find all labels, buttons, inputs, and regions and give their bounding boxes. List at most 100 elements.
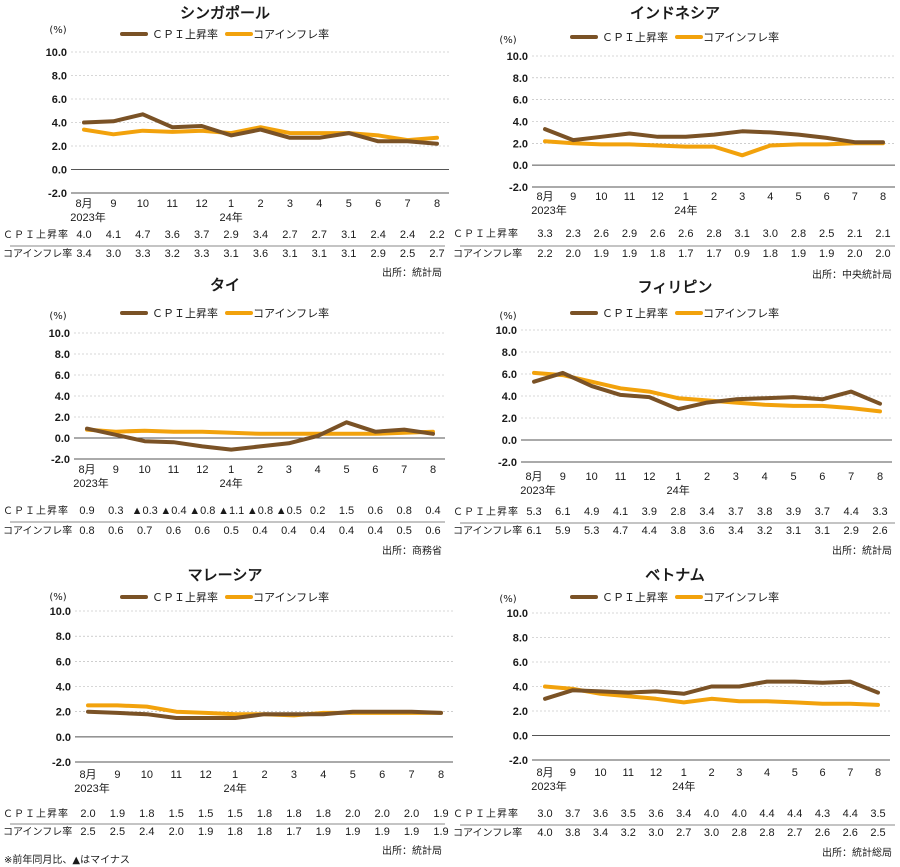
table-cell-cpi: 3.1 bbox=[341, 229, 356, 241]
x-tick-label: 6 bbox=[819, 471, 825, 483]
table-cell-core: 3.1 bbox=[341, 248, 356, 260]
x-year-label: 2023年 bbox=[73, 476, 108, 490]
y-tick-label: 0.0 bbox=[52, 165, 67, 177]
series-line-cpi bbox=[543, 679, 880, 701]
x-tick-label: 2 bbox=[711, 191, 717, 203]
table-cell-cpi: 3.5 bbox=[870, 808, 885, 820]
table-cell-cpi: 3.7 bbox=[728, 506, 743, 518]
table-cell-cpi: 2.8 bbox=[791, 228, 806, 240]
table-cell-core: 3.0 bbox=[106, 248, 121, 260]
x-tick-label: 5 bbox=[792, 767, 798, 779]
x-tick-label: 10 bbox=[137, 198, 149, 210]
table-cell-core: 0.5 bbox=[224, 525, 239, 537]
table-cell-core: 0.4 bbox=[281, 525, 296, 537]
table-row-label-core: コアインフレ率 bbox=[3, 524, 72, 537]
x-tick-label: 12 bbox=[643, 471, 655, 483]
y-tick-label: 8.0 bbox=[55, 349, 70, 361]
x-tick-label: 3 bbox=[739, 191, 745, 203]
table-cell-cpi: 0.4 bbox=[425, 505, 440, 517]
table-cell-cpi: 2.9 bbox=[622, 228, 637, 240]
table-cell-core: 6.1 bbox=[526, 525, 541, 537]
table-cell-cpi: 4.4 bbox=[787, 808, 802, 820]
chart-svg: マレーシア(%) ＣＰＩ上昇率 コアインフレ率10.08.06.04.02.00.0… bbox=[3, 566, 453, 857]
x-tick-label: 4 bbox=[767, 191, 773, 203]
chart-panel: マレーシア (%) ＣＰＩ上昇率 コアインフレ率 10.0 8.0 6.0 4.0 2.0 0.0… bbox=[0, 560, 453, 860]
table-cell-cpi: 4.0 bbox=[704, 808, 719, 820]
x-tick-label: 1 bbox=[228, 198, 234, 210]
table-cell-core: 1.8 bbox=[227, 826, 242, 838]
table-cell-core: 1.7 bbox=[706, 248, 721, 260]
x-tick-label: 12 bbox=[200, 769, 212, 781]
chart-svg: ベトナム(%) ＣＰＩ上昇率 コアインフレ率10.08.06.04.02.00.0-… bbox=[453, 566, 895, 859]
table-cell-cpi: 3.0 bbox=[763, 228, 778, 240]
x-tick-label: 2 bbox=[261, 769, 267, 781]
x-tick-label: 6 bbox=[379, 769, 385, 781]
table-cell-cpi: 2.1 bbox=[847, 228, 862, 240]
x-tick-label: 8月 bbox=[78, 464, 95, 476]
y-tick-label: 2.0 bbox=[56, 707, 71, 719]
table-cell-cpi: 1.5 bbox=[169, 808, 184, 820]
table-cell-core: 4.7 bbox=[613, 525, 628, 537]
table-cell-core: 2.0 bbox=[847, 248, 862, 260]
table-cell-core: 0.5 bbox=[397, 525, 412, 537]
y-tick-label: 2.0 bbox=[513, 138, 528, 150]
legend-label-core: コアインフレ率 bbox=[253, 590, 329, 604]
table-cell-core: 1.7 bbox=[286, 826, 301, 838]
table-cell-core: 3.1 bbox=[815, 525, 830, 537]
table-cell-cpi: 3.3 bbox=[537, 228, 552, 240]
source-note: 出所：統計総局 bbox=[822, 846, 892, 859]
table-cell-core: 2.2 bbox=[537, 248, 552, 260]
x-year-label: 24年 bbox=[220, 476, 243, 490]
x-year-label: 2023年 bbox=[520, 483, 555, 497]
table-cell-cpi: 2.8 bbox=[706, 228, 721, 240]
x-tick-label: 8月 bbox=[536, 191, 553, 203]
table-cell-cpi: 4.3 bbox=[815, 808, 830, 820]
table-cell-cpi: 0.6 bbox=[368, 505, 383, 517]
table-cell-core: 1.8 bbox=[763, 248, 778, 260]
x-tick-label: 8 bbox=[875, 767, 881, 779]
table-cell-cpi: 2.4 bbox=[371, 229, 386, 241]
table-cell-core: 1.8 bbox=[257, 826, 272, 838]
table-row-label-cpi: ＣＰＩ上昇率 bbox=[3, 228, 69, 241]
table-cell-core: 0.6 bbox=[166, 525, 181, 537]
table-cell-cpi: 1.5 bbox=[339, 505, 354, 517]
x-tick-label: 9 bbox=[570, 191, 576, 203]
y-tick-label: 6.0 bbox=[513, 95, 528, 107]
table-cell-cpi: 3.7 bbox=[194, 229, 209, 241]
x-year-label: 24年 bbox=[674, 203, 697, 217]
legend-label-cpi: ＣＰＩ上昇率 bbox=[602, 590, 668, 604]
series-line-core bbox=[532, 370, 882, 414]
table-cell-core: 3.4 bbox=[728, 525, 743, 537]
x-tick-label: 8月 bbox=[75, 198, 92, 210]
y-tick-label: 10.0 bbox=[50, 606, 71, 618]
table-cell-cpi: 1.5 bbox=[198, 808, 213, 820]
x-tick-label: 2 bbox=[257, 464, 263, 476]
table-cell-core: 3.6 bbox=[253, 248, 268, 260]
table-cell-cpi: 4.4 bbox=[759, 808, 774, 820]
table-cell-cpi: 3.7 bbox=[815, 506, 830, 518]
table-cell-core: 3.6 bbox=[699, 525, 714, 537]
table-cell-core: 1.9 bbox=[622, 248, 637, 260]
table-cell-cpi: 4.9 bbox=[584, 506, 599, 518]
x-tick-label: 8月 bbox=[536, 767, 553, 779]
series-line-core bbox=[82, 125, 439, 143]
y-tick-label: -2.0 bbox=[48, 188, 67, 200]
x-tick-label: 7 bbox=[405, 198, 411, 210]
y-tick-label: -2.0 bbox=[52, 757, 71, 769]
table-cell-core: 1.7 bbox=[678, 248, 693, 260]
table-cell-cpi: 2.4 bbox=[400, 229, 415, 241]
table-cell-core: 2.8 bbox=[732, 827, 747, 839]
y-tick-label: 0.0 bbox=[55, 433, 70, 445]
table-cell-core: 3.2 bbox=[757, 525, 772, 537]
chart-title: タイ bbox=[210, 276, 240, 294]
table-cell-cpi: 1.9 bbox=[110, 808, 125, 820]
table-cell-cpi: 3.3 bbox=[872, 506, 887, 518]
chart-svg: シンガポール(%) ＣＰＩ上昇率 コアインフレ率10.08.06.04.02.00.… bbox=[3, 4, 449, 279]
y-tick-label: 6.0 bbox=[513, 657, 528, 669]
y-tick-label: 10.0 bbox=[507, 608, 528, 620]
y-tick-label: 4.0 bbox=[56, 682, 71, 694]
table-cell-cpi: ▲0.4 bbox=[160, 505, 186, 517]
y-tick-label: 6.0 bbox=[502, 369, 517, 381]
table-cell-core: 0.6 bbox=[425, 525, 440, 537]
table-cell-core: 2.9 bbox=[844, 525, 859, 537]
